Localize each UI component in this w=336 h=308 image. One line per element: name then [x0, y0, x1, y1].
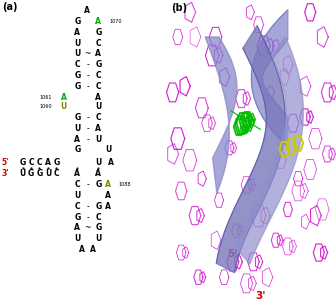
Text: A: A [84, 6, 90, 15]
Text: C: C [75, 180, 80, 189]
Text: G: G [74, 213, 80, 222]
Text: -: - [86, 213, 89, 222]
Text: A: A [106, 191, 111, 200]
Polygon shape [216, 26, 285, 273]
Text: U: U [19, 169, 26, 178]
Text: U: U [74, 49, 80, 59]
Text: A: A [95, 17, 101, 26]
Text: U: U [74, 191, 80, 200]
Text: -: - [86, 135, 89, 144]
Text: C: C [75, 60, 80, 69]
Text: U: U [95, 158, 101, 167]
Text: G: G [74, 145, 80, 155]
Text: C: C [28, 158, 34, 167]
Polygon shape [236, 37, 303, 264]
Text: A: A [61, 92, 67, 102]
Text: A: A [45, 158, 51, 167]
Text: U: U [74, 124, 80, 133]
Text: C: C [95, 213, 101, 222]
Text: G: G [28, 169, 34, 178]
Text: U: U [74, 234, 80, 243]
Text: A: A [95, 124, 101, 133]
Text: A: A [74, 135, 80, 144]
Text: A: A [79, 245, 85, 254]
Text: G: G [36, 169, 43, 178]
Text: U: U [95, 102, 101, 111]
Text: A: A [106, 202, 111, 211]
Text: G: G [53, 158, 59, 167]
Text: A: A [74, 169, 80, 178]
Text: A: A [95, 92, 101, 102]
Text: 3': 3' [1, 169, 9, 178]
Text: U: U [45, 169, 51, 178]
Text: G: G [19, 158, 26, 167]
Text: (a): (a) [2, 2, 17, 11]
Text: 1070: 1070 [110, 19, 122, 24]
Text: -: - [86, 113, 89, 122]
Text: G: G [74, 82, 80, 91]
Polygon shape [251, 10, 288, 147]
Text: U: U [95, 234, 101, 243]
Text: C: C [75, 202, 80, 211]
Text: G: G [74, 17, 80, 26]
Text: 1061: 1061 [39, 95, 52, 99]
Text: ~: ~ [85, 223, 91, 233]
Text: A: A [90, 245, 96, 254]
Text: -: - [86, 202, 89, 211]
Text: -: - [86, 60, 89, 69]
Text: -: - [86, 71, 89, 80]
Text: C: C [95, 38, 101, 48]
Text: 5': 5' [1, 158, 9, 167]
Polygon shape [205, 37, 237, 193]
Text: 1088: 1088 [119, 182, 131, 187]
Text: G: G [95, 28, 101, 37]
Text: 5': 5' [227, 249, 238, 259]
Text: U: U [105, 145, 112, 155]
Text: 3': 3' [255, 291, 265, 301]
Text: A: A [108, 158, 114, 167]
Text: C: C [37, 158, 42, 167]
Text: -: - [86, 180, 89, 189]
Text: -: - [86, 124, 89, 133]
Text: G: G [95, 223, 101, 233]
Text: C: C [95, 113, 101, 122]
Text: (b): (b) [171, 3, 187, 13]
Text: C: C [95, 82, 101, 91]
Text: U: U [61, 102, 67, 111]
Text: A: A [106, 180, 111, 189]
Text: G: G [95, 180, 101, 189]
Text: -: - [86, 82, 89, 91]
Text: ~: ~ [85, 49, 91, 59]
Text: U: U [74, 38, 80, 48]
Text: G: G [95, 202, 101, 211]
Text: A: A [95, 49, 101, 59]
Text: A: A [95, 169, 101, 178]
Text: G: G [74, 71, 80, 80]
Text: A: A [74, 223, 80, 233]
Text: 1060: 1060 [39, 104, 52, 109]
Text: C: C [53, 169, 59, 178]
Text: C: C [95, 71, 101, 80]
Text: G: G [95, 60, 101, 69]
Text: G: G [74, 113, 80, 122]
Text: U: U [95, 135, 101, 144]
Text: A: A [74, 28, 80, 37]
